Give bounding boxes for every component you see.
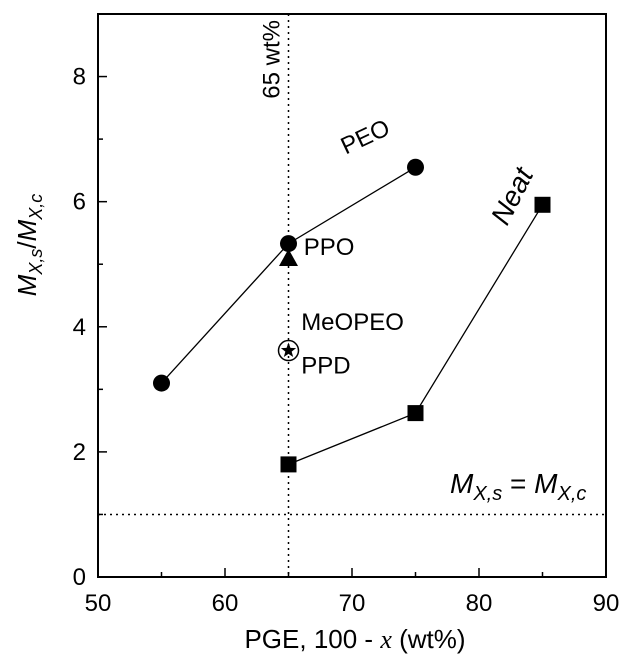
y-tick-label: 6 [73,189,86,216]
ref-label-m2: M [534,468,558,499]
y-tick-label: 0 [73,564,86,591]
y-axis-title-m1: M [12,274,42,296]
data-point-neat [407,405,424,422]
y-axis-title-sep: / [12,241,42,249]
svg-text:MX,s = MX,c: MX,s = MX,c [450,468,586,505]
ref-label-sub1: X,s [472,483,502,505]
reference-line-vertical-label: 65 wt% [259,20,286,99]
data-point-peo [280,235,297,253]
data-point-neat [280,456,297,473]
y-tick-label: 8 [73,64,86,91]
reference-line-label: MX,s = MX,c [450,468,586,505]
data-point-meopeo [277,339,300,362]
x-axis-title-suffix: (wt%) [392,624,466,654]
data-point-ppd [280,342,297,358]
ref-label-m1: M [450,468,474,499]
y-axis-title-sub1: X,s [26,249,46,276]
y-tick-label: 2 [73,439,86,466]
x-tick-label: 80 [466,590,493,617]
data-point-peo [153,374,170,392]
y-axis-title-m2: M [12,219,42,241]
ref-label-sub2: X,c [556,483,586,505]
x-tick-label: 70 [339,590,366,617]
annotation-neat: Neat [485,162,540,230]
y-tick-label: 4 [73,314,86,341]
annotation-ppo: PPO [304,234,355,261]
y-axis-title-sub2: X,c [26,194,46,221]
x-tick-label: 90 [593,590,620,617]
x-axis-title-variable: x [379,625,392,654]
data-point-ppo [279,248,298,266]
svg-text:PGE, 100 - x (wt%): PGE, 100 - x (wt%) [244,624,465,654]
svg-text:MX,s/MX,c: MX,s/MX,c [12,194,46,297]
data-point-neat [534,196,551,213]
x-axis-title: PGE, 100 - x (wt%) [244,624,465,654]
annotation-meopeo: MeOPEO [301,309,404,336]
y-axis-title: MX,s/MX,c [12,194,46,297]
annotation-ppd: PPD [301,353,350,380]
ref-label-eq: = [502,468,534,499]
x-tick-label: 50 [85,590,112,617]
x-tick-label: 60 [212,590,239,617]
x-axis-title-prefix: PGE, 100 - [244,624,380,654]
annotation-peo: PEO [337,114,394,160]
plot-area: 65 wt% 50 60 70 80 90 0 2 4 6 8 PEO PPO MeOPEO PPD Neat [73,13,620,617]
data-point-peo [407,158,424,176]
